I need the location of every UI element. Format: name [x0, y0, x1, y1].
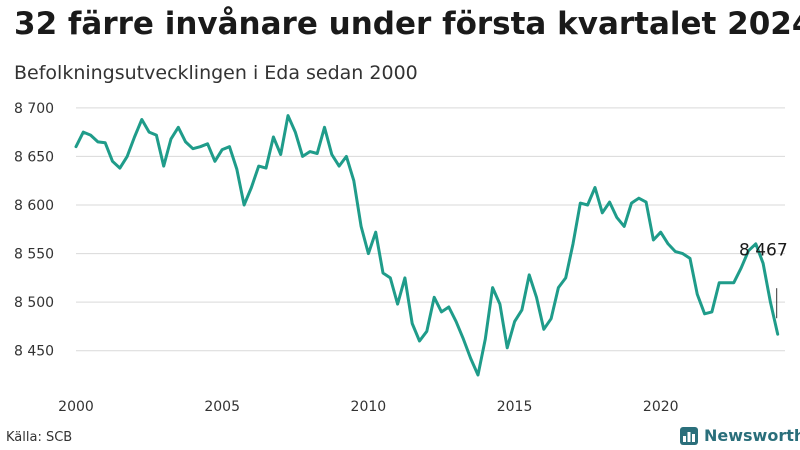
y-tick-label: 8 600	[14, 198, 54, 214]
series-line	[74, 114, 780, 377]
y-axis-ticks: 8 450 8 500 8 550 8 600 8 650 8 700	[14, 101, 54, 360]
series-layer	[74, 114, 780, 377]
annotation-layer: 8 467	[739, 241, 788, 319]
x-tick-label: 2015	[497, 399, 533, 415]
source-label: Källa: SCB	[6, 430, 73, 445]
y-tick-label: 8 650	[14, 149, 54, 165]
brand-name: Newsworthy	[704, 426, 800, 445]
y-tick-label: 8 500	[14, 295, 54, 311]
y-tick-label: 8 550	[14, 247, 54, 263]
chart-subtitle: Befolkningsutvecklingen i Eda sedan 2000	[14, 62, 418, 84]
chart-title: 32 färre invånare under första kvartalet…	[14, 6, 800, 42]
brand-logo: Newsworthy	[680, 426, 800, 445]
x-tick-label: 2010	[351, 399, 387, 415]
y-tick-label: 8 700	[14, 101, 54, 117]
gridlines	[76, 107, 785, 352]
x-tick-label: 2020	[643, 399, 679, 415]
x-axis-ticks: 2000 2005 2010 2015 2020	[58, 399, 678, 415]
y-tick-label: 8 450	[14, 344, 54, 360]
annotation-label: 8 467	[739, 241, 788, 261]
x-tick-label: 2005	[204, 399, 240, 415]
x-tick-label: 2000	[58, 399, 94, 415]
newsworthy-logo-icon	[680, 426, 698, 445]
